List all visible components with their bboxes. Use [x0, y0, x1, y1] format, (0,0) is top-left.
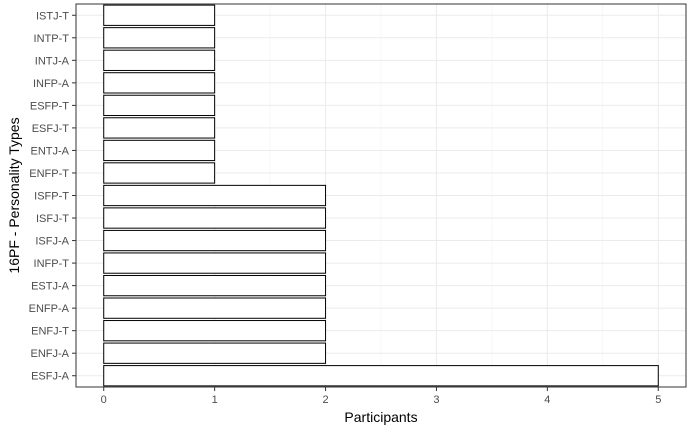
bar-esfj-t — [103, 117, 216, 139]
y-tick-label: INFP-A — [33, 78, 70, 90]
bars — [103, 4, 659, 387]
y-tick-label: ISFP-T — [34, 191, 69, 203]
x-tick-label: 1 — [212, 394, 218, 406]
y-axis-title: 16PF - Personality Types — [6, 117, 22, 273]
y-tick-label: ESTJ-A — [31, 281, 70, 293]
y-tick-label: ENFJ-T — [31, 326, 69, 338]
bar-esfp-t — [103, 94, 216, 117]
x-tick-label: 5 — [655, 394, 661, 406]
x-tick-label: 3 — [433, 394, 439, 406]
bar-isfj-t — [103, 207, 327, 229]
major-gridlines — [76, 4, 686, 387]
x-tick-label: 0 — [101, 394, 107, 406]
y-tick-label: ENFP-T — [29, 168, 69, 180]
bar-intj-a — [103, 49, 216, 71]
y-tick-label: ISTJ-T — [36, 10, 69, 22]
y-tick-label: INFP-T — [34, 258, 70, 270]
x-axis: 0 1 2 3 4 5 — [101, 387, 661, 406]
y-tick-label: ISFJ-A — [35, 236, 69, 248]
y-tick-label: ESFJ-A — [31, 371, 70, 383]
bar-estj-a — [103, 274, 327, 297]
x-tick-label: 4 — [544, 394, 550, 406]
x-tick-label: 2 — [322, 394, 328, 406]
y-tick-label: ENFP-A — [29, 303, 70, 315]
bar-infp-a — [103, 72, 216, 94]
y-axis: ESFJ-A ENFJ-A ENFJ-T ENFP-A ESTJ-A INFP-T ISFJ… — [29, 10, 76, 383]
x-axis-title: Participants — [344, 409, 417, 425]
y-tick-label: INTJ-A — [35, 55, 70, 67]
bar-istj-t — [103, 4, 216, 26]
bar-esfj-a — [103, 365, 659, 387]
y-tick-label: ENFJ-A — [31, 348, 70, 360]
bar-enfp-t — [103, 162, 216, 184]
bar-isfp-t — [103, 184, 327, 207]
bar-enfj-a — [103, 342, 327, 364]
y-tick-label: ISFJ-T — [36, 213, 69, 225]
bar-isfj-a — [103, 229, 327, 252]
bar-enfj-t — [103, 320, 327, 342]
bar-infp-t — [103, 252, 327, 274]
y-tick-label: INTP-T — [34, 33, 70, 45]
y-tick-label: ESFJ-T — [32, 123, 70, 135]
y-tick-label: ENTJ-A — [31, 145, 70, 157]
bar-intp-t — [103, 27, 216, 49]
bar-entj-a — [103, 139, 216, 162]
bar-enfp-a — [103, 297, 327, 319]
y-tick-label: ESFP-T — [30, 100, 69, 112]
